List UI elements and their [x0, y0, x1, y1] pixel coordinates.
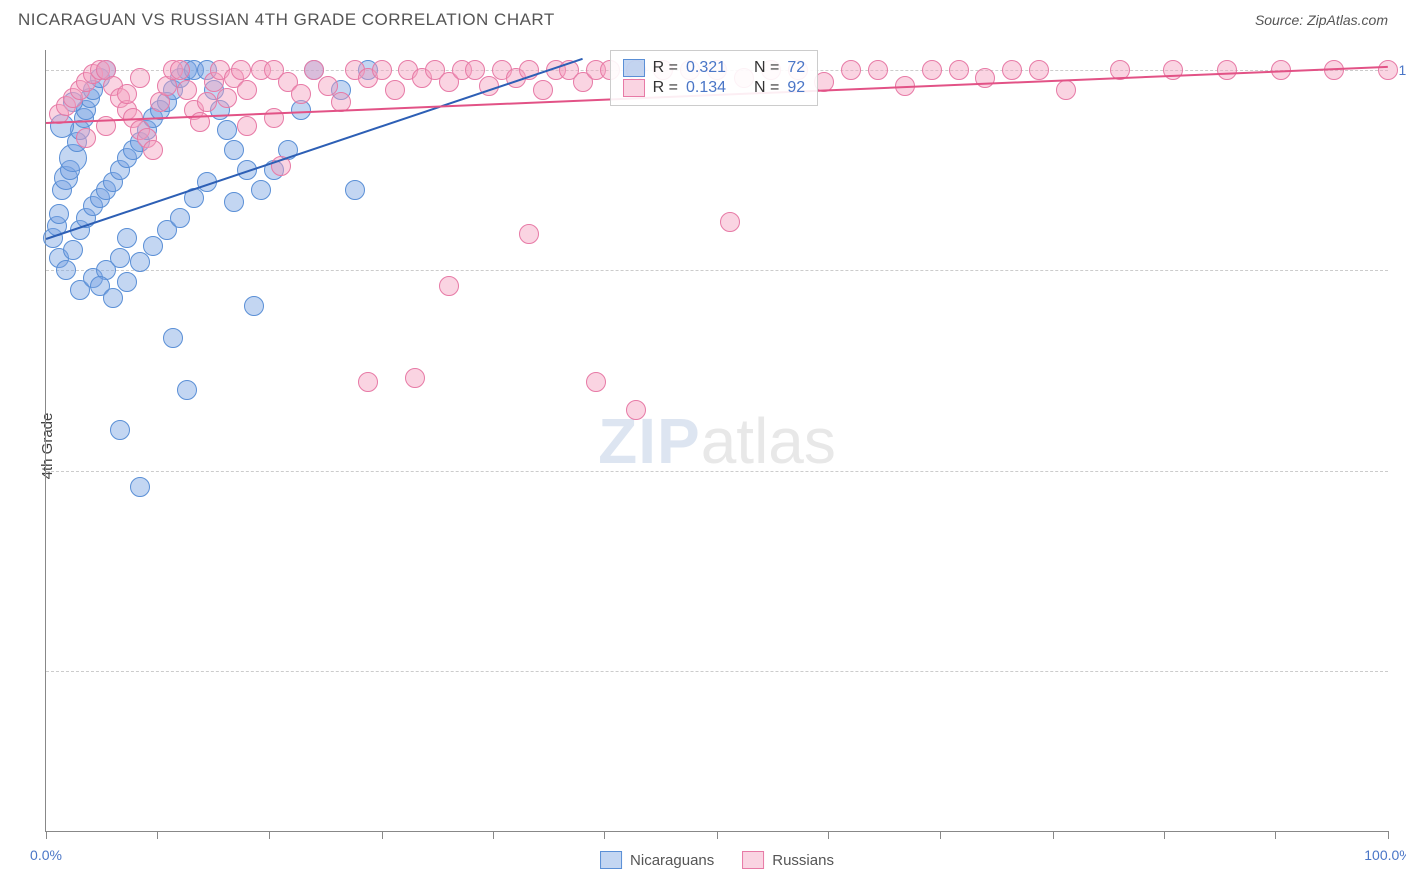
data-point: [117, 228, 137, 248]
data-point: [533, 80, 553, 100]
data-point: [76, 128, 96, 148]
data-point: [519, 224, 539, 244]
series-legend: Nicaraguans Russians: [600, 851, 834, 869]
data-point: [49, 204, 69, 224]
data-point: [439, 276, 459, 296]
data-point: [63, 240, 83, 260]
source-label: Source: ZipAtlas.com: [1255, 12, 1388, 28]
data-point: [224, 140, 244, 160]
data-point: [264, 108, 284, 128]
x-tick: [1164, 831, 1165, 839]
data-point: [177, 80, 197, 100]
gridline-h: [46, 270, 1388, 271]
x-tick: [828, 831, 829, 839]
data-point: [163, 328, 183, 348]
data-point: [170, 208, 190, 228]
stats-legend-row: R = 0.321 N = 72: [623, 59, 806, 77]
data-point: [949, 60, 969, 80]
data-point: [358, 372, 378, 392]
header-bar: NICARAGUAN VS RUSSIAN 4TH GRADE CORRELAT…: [0, 0, 1406, 36]
data-point: [251, 180, 271, 200]
data-point: [117, 272, 137, 292]
data-point: [130, 68, 150, 88]
watermark-part2: atlas: [701, 405, 836, 477]
x-tick: [604, 831, 605, 839]
data-point: [720, 212, 740, 232]
data-point: [56, 260, 76, 280]
series-legend-label: Nicaraguans: [630, 852, 714, 869]
data-point: [231, 60, 251, 80]
stats-legend: R = 0.321 N = 72 R = 0.134 N = 92: [610, 50, 819, 106]
series-legend-item: Russians: [742, 851, 834, 869]
gridline-h: [46, 471, 1388, 472]
data-point: [1002, 60, 1022, 80]
legend-swatch: [623, 79, 645, 97]
x-tick: [1388, 831, 1389, 839]
data-point: [117, 84, 137, 104]
x-tick: [157, 831, 158, 839]
legend-n-value: 92: [787, 79, 805, 97]
data-point: [922, 60, 942, 80]
series-legend-item: Nicaraguans: [600, 851, 714, 869]
data-point: [345, 180, 365, 200]
data-point: [177, 380, 197, 400]
watermark-part1: ZIP: [598, 405, 701, 477]
data-point: [103, 288, 123, 308]
data-point: [1378, 60, 1398, 80]
data-point: [626, 400, 646, 420]
legend-swatch: [623, 59, 645, 77]
legend-r-value: 0.321: [686, 59, 726, 77]
gridline-h: [46, 671, 1388, 672]
x-tick: [382, 831, 383, 839]
data-point: [385, 80, 405, 100]
data-point: [1056, 80, 1076, 100]
chart-area: ZIPatlas 85.0%90.0%95.0%100.0%0.0%100.0%…: [45, 50, 1388, 832]
data-point: [237, 80, 257, 100]
data-point: [372, 60, 392, 80]
x-tick: [1053, 831, 1054, 839]
x-tick-label: 0.0%: [30, 847, 62, 863]
data-point: [217, 120, 237, 140]
data-point: [130, 252, 150, 272]
data-point: [868, 60, 888, 80]
x-tick: [269, 831, 270, 839]
data-point: [110, 420, 130, 440]
data-point: [224, 192, 244, 212]
x-tick: [1275, 831, 1276, 839]
legend-r-label: R =: [653, 59, 678, 77]
x-tick: [493, 831, 494, 839]
data-point: [197, 92, 217, 112]
legend-swatch: [742, 851, 764, 869]
data-point: [143, 236, 163, 256]
data-point: [405, 368, 425, 388]
legend-r-value: 0.134: [686, 79, 726, 97]
stats-legend-row: R = 0.134 N = 92: [623, 79, 806, 97]
data-point: [143, 140, 163, 160]
legend-n-value: 72: [787, 59, 805, 77]
x-tick: [46, 831, 47, 839]
data-point: [841, 60, 861, 80]
data-point: [1217, 60, 1237, 80]
y-tick-label: 100.0%: [1399, 62, 1406, 78]
x-tick-label: 100.0%: [1364, 847, 1406, 863]
data-point: [1029, 60, 1049, 80]
legend-n-label: N =: [754, 59, 779, 77]
series-legend-label: Russians: [772, 852, 834, 869]
data-point: [244, 296, 264, 316]
data-point: [237, 116, 257, 136]
legend-r-label: R =: [653, 79, 678, 97]
legend-swatch: [600, 851, 622, 869]
data-point: [586, 372, 606, 392]
legend-n-label: N =: [754, 79, 779, 97]
x-tick: [717, 831, 718, 839]
chart-title: NICARAGUAN VS RUSSIAN 4TH GRADE CORRELAT…: [18, 10, 555, 30]
data-point: [110, 248, 130, 268]
x-tick: [940, 831, 941, 839]
data-point: [130, 477, 150, 497]
data-point: [291, 84, 311, 104]
data-point: [217, 88, 237, 108]
plot-region: ZIPatlas 85.0%90.0%95.0%100.0%0.0%100.0%…: [45, 50, 1388, 832]
data-point: [170, 60, 190, 80]
